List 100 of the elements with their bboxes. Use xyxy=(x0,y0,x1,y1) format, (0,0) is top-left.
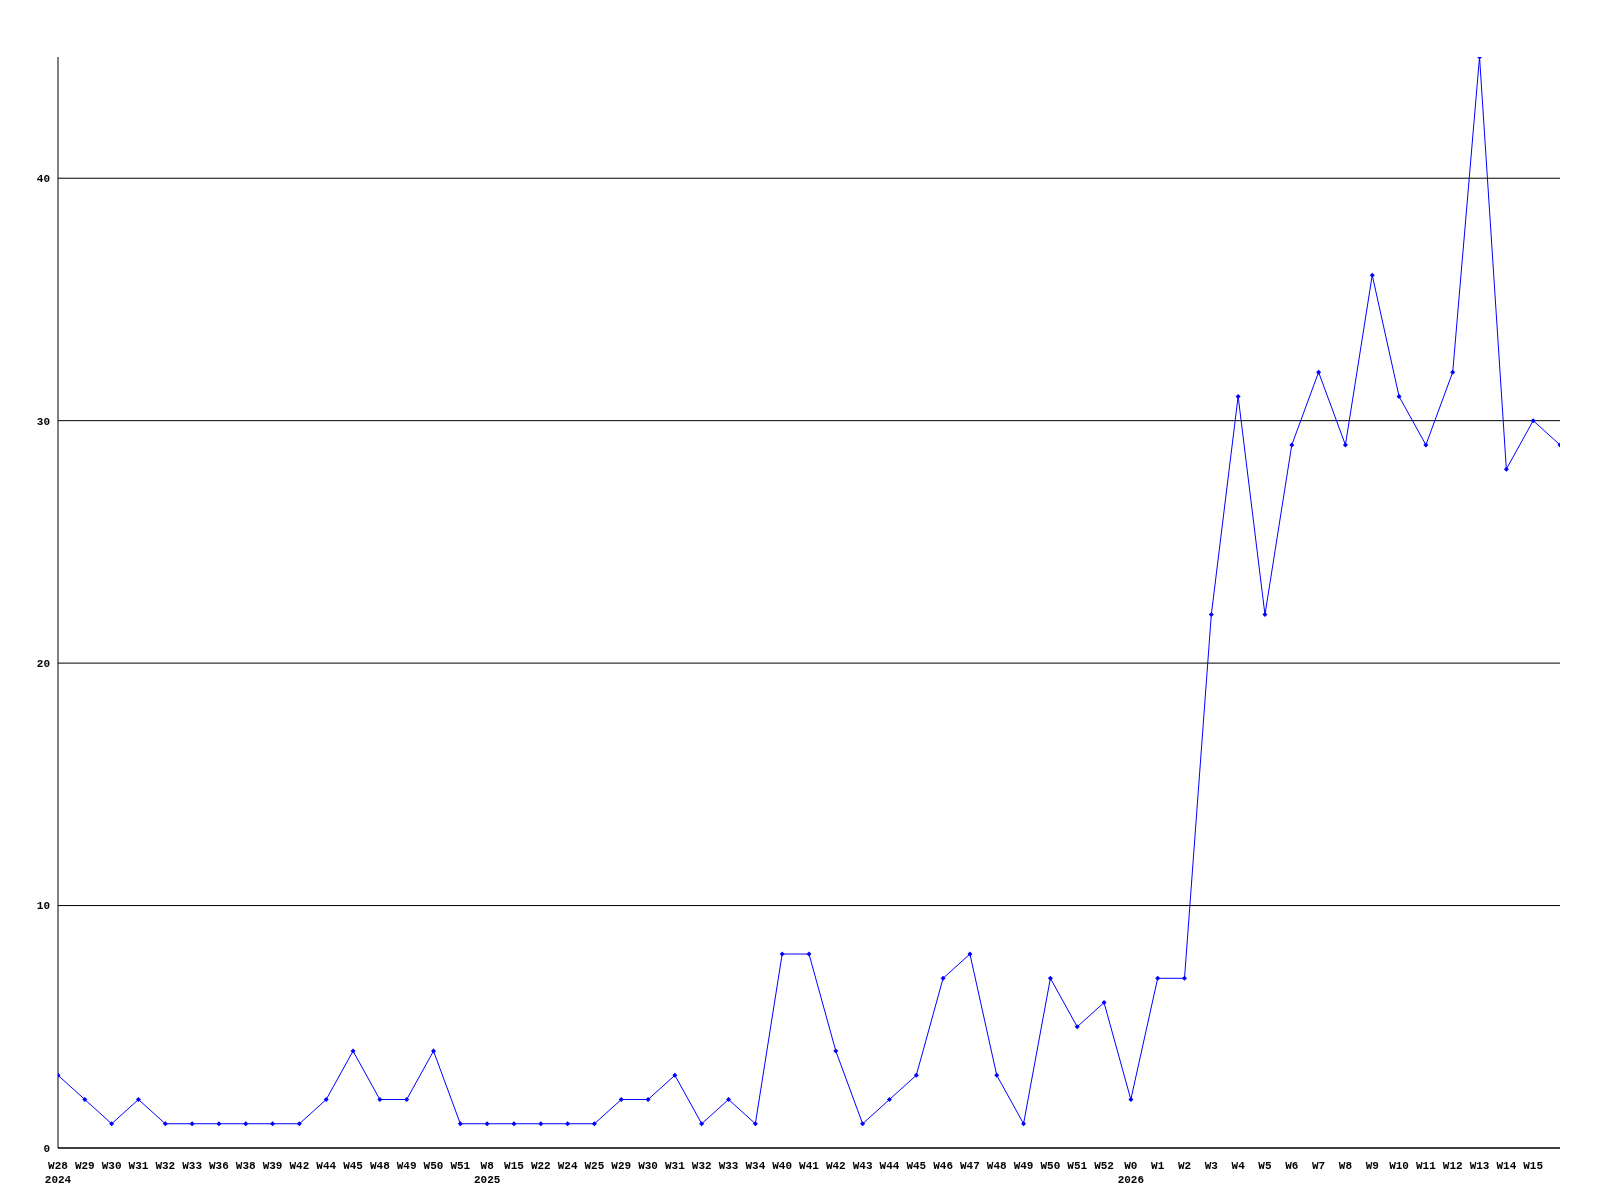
x-tick-label: W8 xyxy=(1338,1160,1353,1172)
point xyxy=(296,1121,302,1127)
point xyxy=(1021,1121,1027,1127)
x-tick-label: W15 xyxy=(504,1160,525,1172)
x-tick-label: W45 xyxy=(343,1160,364,1172)
point xyxy=(1128,1097,1134,1103)
x-tick-label: W15 xyxy=(1523,1160,1544,1172)
point xyxy=(404,1097,410,1103)
x-tick-label: W36 xyxy=(209,1160,229,1172)
point xyxy=(109,1121,115,1127)
point xyxy=(1182,975,1187,981)
point xyxy=(726,1097,732,1103)
x-tick-label: W24 xyxy=(557,1160,578,1172)
y-tick-label: 10 xyxy=(36,900,50,913)
x-tick-label: W51 xyxy=(450,1160,471,1172)
x-tick-label: W50 xyxy=(1040,1160,1061,1172)
point xyxy=(189,1121,195,1127)
x-tick-label: W44 xyxy=(316,1160,337,1172)
point xyxy=(270,1121,276,1127)
x-tick-label: W32 xyxy=(155,1160,176,1172)
x-tick-label: W42 xyxy=(825,1160,846,1172)
x-tick-label: W2 xyxy=(1177,1160,1192,1172)
point xyxy=(565,1121,571,1127)
y-tick-label: 40 xyxy=(36,173,50,186)
point xyxy=(431,1048,436,1054)
x-tick-label: W12 xyxy=(1442,1160,1463,1172)
x-tick-label: W1 xyxy=(1151,1160,1165,1172)
point xyxy=(511,1121,517,1127)
x-tick-label: W13 xyxy=(1469,1160,1490,1172)
point xyxy=(1530,418,1536,424)
x-tick-label: W32 xyxy=(691,1160,712,1172)
x-tick-label: W47 xyxy=(960,1160,980,1172)
y-tick-label: 0 xyxy=(43,1142,50,1155)
x-tick-label: W5 xyxy=(1258,1160,1272,1172)
point xyxy=(886,1097,892,1103)
point xyxy=(1047,975,1053,981)
point xyxy=(1101,1000,1107,1006)
x-tick-label: W29 xyxy=(74,1160,95,1172)
point xyxy=(1316,369,1322,375)
point xyxy=(752,1121,758,1127)
point xyxy=(323,1097,329,1103)
point xyxy=(377,1097,383,1103)
x-tick-label: W50 xyxy=(423,1160,444,1172)
x-tick-label: W46 xyxy=(933,1160,954,1172)
point xyxy=(350,1048,356,1054)
x-tick-label: W52 xyxy=(1094,1160,1114,1172)
point xyxy=(162,1121,168,1127)
x-tick-label: W4 xyxy=(1231,1160,1246,1172)
x-tick-label: W48 xyxy=(986,1160,1008,1172)
point xyxy=(913,1072,919,1078)
point xyxy=(538,1121,544,1127)
y-tick-label: 30 xyxy=(36,415,50,428)
point xyxy=(645,1097,651,1103)
x-tick-label: W51 xyxy=(1067,1160,1088,1172)
x-tick-label: W49 xyxy=(396,1160,417,1172)
point xyxy=(1208,612,1214,618)
x-tick-label: W43 xyxy=(852,1160,873,1172)
point xyxy=(1074,1024,1080,1030)
x-tick-label: W30 xyxy=(638,1160,658,1172)
x-tick-label: W41 xyxy=(799,1160,820,1172)
x-tick-label: W9 xyxy=(1365,1160,1379,1172)
x-tick-label: W45 xyxy=(906,1160,927,1172)
x-tick-label: W44 xyxy=(879,1160,900,1172)
x-tick-label: W42 xyxy=(289,1160,310,1172)
x-tick-label: W28 2024 xyxy=(44,1160,72,1186)
point xyxy=(1342,442,1348,448)
point xyxy=(940,975,946,981)
point xyxy=(1450,369,1456,375)
point xyxy=(135,1097,141,1103)
x-tick-label: W40 xyxy=(772,1160,793,1172)
x-tick-label: W7 xyxy=(1312,1160,1326,1172)
x-tick-label: W8 2025 xyxy=(473,1160,501,1186)
point xyxy=(779,951,785,957)
point xyxy=(591,1121,597,1127)
x-tick-label: W49 xyxy=(1013,1160,1034,1172)
x-tick-label: W29 xyxy=(611,1160,632,1172)
x-tick-label: W39 xyxy=(262,1160,283,1172)
point xyxy=(1503,466,1509,472)
point xyxy=(457,1121,463,1127)
y-tick-label: 20 xyxy=(36,658,50,671)
point xyxy=(1289,442,1295,448)
point xyxy=(1155,975,1161,981)
x-tick-label: W25 xyxy=(584,1160,605,1172)
x-tick-label: W3 xyxy=(1204,1160,1219,1172)
point xyxy=(806,951,812,957)
point xyxy=(833,1048,839,1054)
point xyxy=(216,1121,222,1127)
x-tick-label: W10 xyxy=(1389,1160,1409,1172)
point xyxy=(1235,393,1241,399)
x-tick-label: W48 xyxy=(369,1160,391,1172)
x-tick-label: W11 xyxy=(1415,1160,1437,1172)
x-tick-label: W14 xyxy=(1496,1160,1517,1172)
point xyxy=(1396,393,1402,399)
x-tick-label: W0 2026 xyxy=(1117,1160,1145,1186)
point xyxy=(672,1072,678,1078)
x-tick-label: W33 xyxy=(718,1160,739,1172)
x-tick-label: W22 xyxy=(530,1160,551,1172)
point xyxy=(82,1097,88,1103)
point xyxy=(243,1121,249,1127)
point xyxy=(994,1072,1000,1078)
